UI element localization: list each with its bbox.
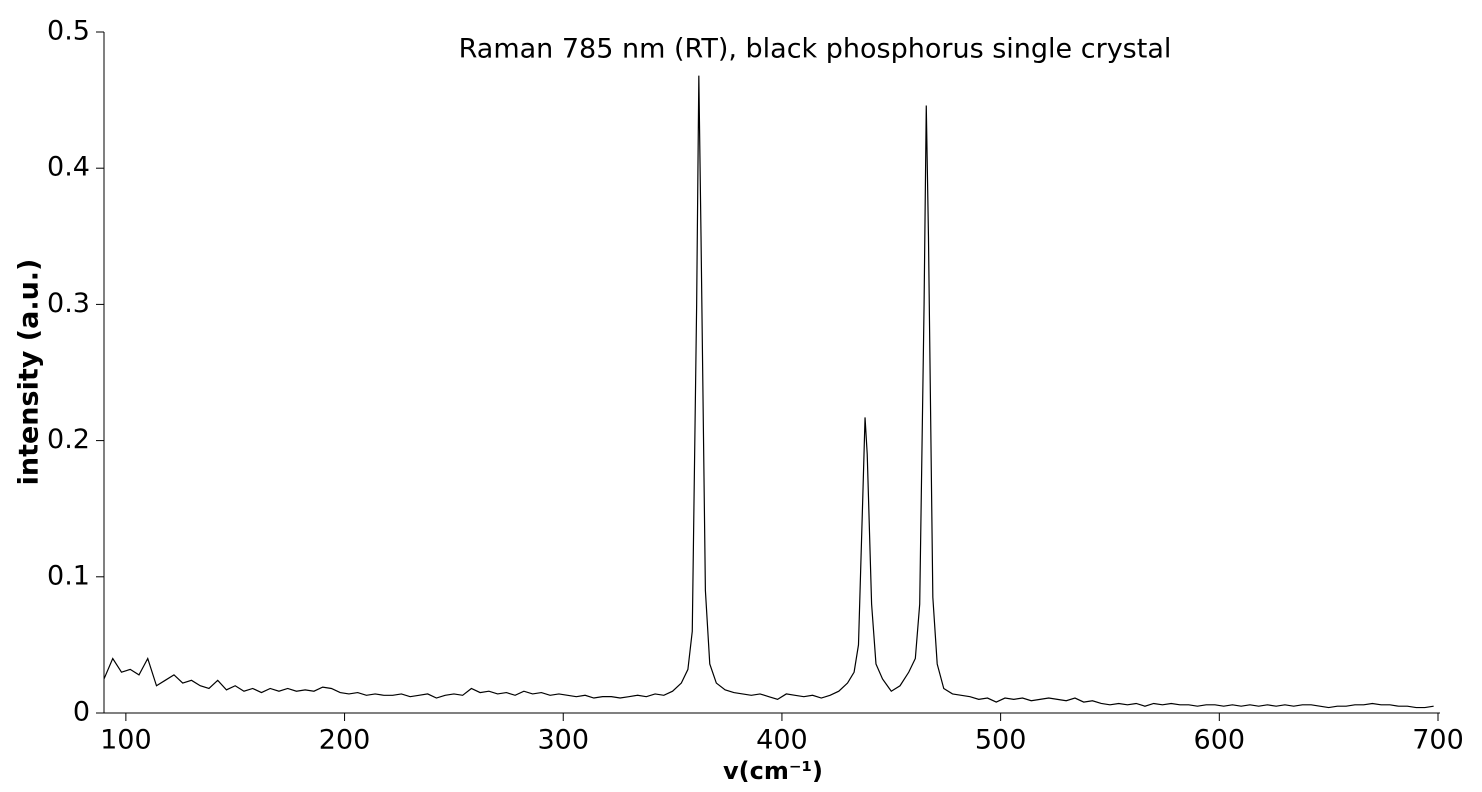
x-tick-label: 100 [100,725,152,756]
x-tick-label: 600 [1194,725,1246,756]
x-axis-label: v(cm⁻¹) [723,757,823,785]
x-tick-label: 200 [319,725,371,756]
y-axis-label: intensity (a.u.) [14,259,45,486]
x-tick-label: 300 [537,725,589,756]
x-tick-label: 400 [756,725,808,756]
chart-title: Raman 785 nm (RT), black phosphorus sing… [459,34,1172,65]
y-tick-label: 0.4 [47,152,90,183]
x-tick-label: 500 [975,725,1027,756]
y-tick-label: 0.5 [47,16,90,47]
y-tick-label: 0.1 [47,560,90,591]
y-tick-label: 0 [73,697,90,728]
y-tick-label: 0.2 [47,424,90,455]
x-tick-label: 700 [1412,725,1464,756]
spectrum-line [103,75,1434,709]
y-tick-label: 0.3 [47,288,90,319]
